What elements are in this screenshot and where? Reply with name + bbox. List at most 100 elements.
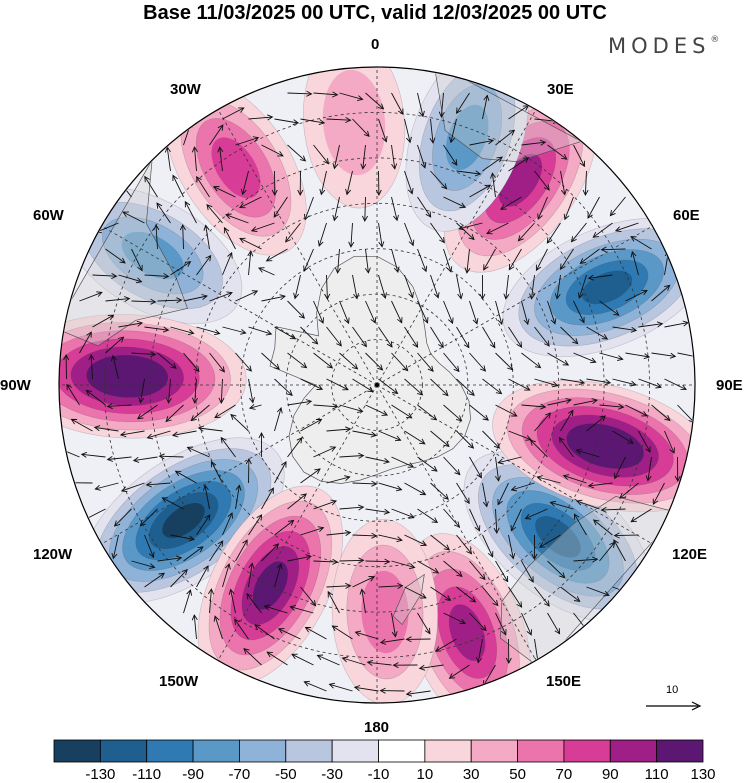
wind-arrow xyxy=(209,124,224,146)
wind-arrow xyxy=(261,352,280,370)
wind-arrow xyxy=(209,291,233,302)
colorbar-tick-label: 90 xyxy=(601,766,619,783)
continents xyxy=(60,68,679,669)
wind-arrow xyxy=(235,539,248,562)
wind-arrow xyxy=(630,236,652,250)
wind-arrow xyxy=(391,456,415,468)
wind-arrow xyxy=(497,456,522,465)
wind-arrow xyxy=(577,274,587,299)
lon-label-120e: 120E xyxy=(672,546,708,563)
wind-arrow xyxy=(404,586,427,599)
wind-arrow xyxy=(469,184,492,198)
wind-arrow xyxy=(651,284,671,302)
anomaly-blob xyxy=(197,485,344,686)
wind-arrow xyxy=(417,404,438,421)
wind-arrow xyxy=(313,300,324,324)
wind-arrow xyxy=(378,118,388,143)
wind-arrow xyxy=(183,546,204,562)
wind-arrow xyxy=(235,136,260,146)
wind-arrow xyxy=(652,482,665,506)
wind-arrow xyxy=(161,497,184,510)
wind-arrow xyxy=(560,586,581,602)
wind-arrow xyxy=(560,170,567,196)
wind-arrow xyxy=(206,203,223,224)
lon-label-0: 0 xyxy=(371,36,380,53)
wind-arrow xyxy=(144,326,170,333)
wind-arrow xyxy=(599,403,625,410)
wind-arrow xyxy=(313,403,339,410)
wind-arrow xyxy=(190,404,210,422)
reference-vector-label: 10 xyxy=(666,684,679,696)
colorbar-tick-label: 50 xyxy=(509,766,526,783)
wind-arrow xyxy=(535,248,548,272)
wind-arrow xyxy=(521,560,534,583)
wind-arrow xyxy=(122,211,145,224)
wind-arrow xyxy=(92,314,115,328)
colorbar-tick-label: 110 xyxy=(644,766,669,783)
lon-label-180: 180 xyxy=(364,719,390,736)
wind-arrow xyxy=(558,436,574,458)
wind-arrow xyxy=(289,605,314,614)
wind-arrow xyxy=(600,246,626,253)
wind-arrow xyxy=(456,534,473,555)
anomaly-blob xyxy=(443,88,597,273)
wind-arrow xyxy=(277,628,301,640)
wind-arrow xyxy=(105,336,125,354)
latitude-circle xyxy=(331,339,423,431)
wind-arrow xyxy=(456,274,464,300)
wind-arrow xyxy=(196,175,210,198)
wind-arrow xyxy=(250,222,275,233)
wind-arrow xyxy=(378,582,404,589)
wind-arrow xyxy=(495,560,509,583)
wind-arrow xyxy=(66,383,80,406)
wind-arrow xyxy=(222,326,247,335)
wind-arrow xyxy=(456,222,475,241)
wind-arrow xyxy=(365,300,377,324)
wind-arrow xyxy=(243,647,262,666)
wind-arrow xyxy=(235,290,259,302)
wind-arrow xyxy=(352,274,360,300)
wind-arrow xyxy=(529,439,548,458)
lon-label-150w: 150W xyxy=(159,673,199,690)
wind-arrow xyxy=(458,222,483,231)
wind-arrow xyxy=(287,144,307,162)
colorbar-tick-label: 130 xyxy=(690,766,716,783)
wind-arrow xyxy=(287,437,303,458)
wind-arrow xyxy=(378,378,399,395)
wind-arrow xyxy=(443,352,460,373)
wind-arrow xyxy=(378,534,403,543)
wind-arrow xyxy=(287,399,313,406)
wind-arrow xyxy=(300,326,319,345)
wind-arrow xyxy=(297,170,304,196)
wind-arrow xyxy=(391,196,399,222)
wind-arrow xyxy=(521,139,547,146)
wind-arrow xyxy=(482,326,496,349)
wind-arrow xyxy=(274,406,283,432)
wind-arrow xyxy=(165,378,172,404)
wind-arrow xyxy=(300,118,326,126)
colorbar-tick-label: -30 xyxy=(321,766,343,783)
meridian xyxy=(213,384,378,669)
wind-arrow xyxy=(495,404,518,417)
wind-arrow xyxy=(482,534,494,558)
wind-arrow xyxy=(560,378,586,386)
wind-arrow xyxy=(131,248,143,272)
wind-arrow xyxy=(443,300,454,325)
wind-arrow xyxy=(430,534,451,551)
wind-arrow xyxy=(146,430,171,440)
wind-arrow xyxy=(456,170,482,177)
wind-arrow xyxy=(448,664,470,679)
colorbar-tick-labels: -130 -110 -90 -70 -50 -30 -10 10 30 50 70 90 110 130 xyxy=(0,766,750,783)
wind-arrow xyxy=(469,456,482,479)
wind-arrow xyxy=(612,326,638,333)
wind-arrow xyxy=(495,129,516,146)
wind-arrow xyxy=(313,144,330,165)
colorbar-tick-label: 10 xyxy=(416,766,434,783)
wind-arrow xyxy=(630,508,652,523)
wind-arrow xyxy=(157,297,183,304)
wind-arrow xyxy=(429,118,436,144)
wind-arrow xyxy=(183,294,208,302)
wind-arrow xyxy=(319,170,327,196)
wind-arrow xyxy=(521,352,542,369)
wind-arrow xyxy=(225,213,249,224)
